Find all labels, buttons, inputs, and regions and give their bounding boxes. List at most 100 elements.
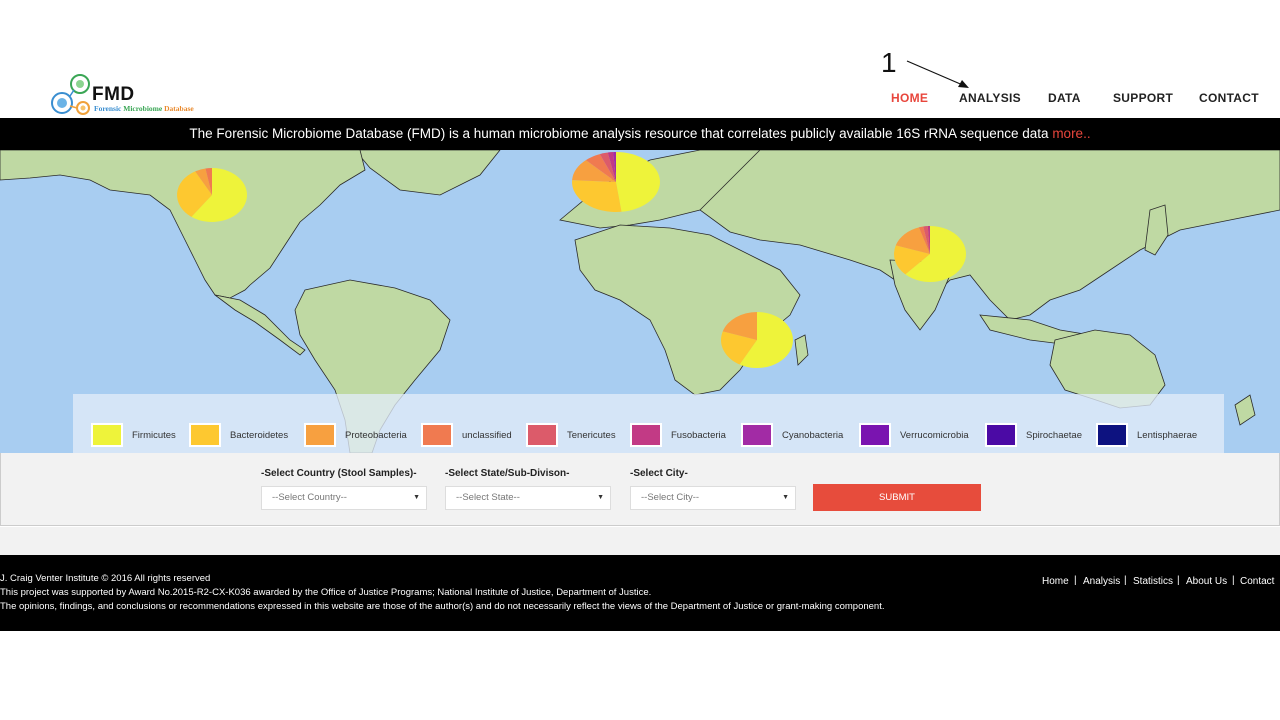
pie-slice[interactable] xyxy=(895,227,930,254)
footer-copyright: J. Craig Venter Institute © 2016 All rig… xyxy=(0,573,211,584)
legend-label: unclassified xyxy=(462,430,512,441)
nav-support[interactable]: SUPPORT xyxy=(1113,91,1174,105)
pie-europe[interactable] xyxy=(572,152,660,212)
footer-link-about-us[interactable]: About Us xyxy=(1186,576,1228,587)
nav-analysis[interactable]: ANALYSIS xyxy=(959,91,1021,105)
nav-data[interactable]: DATA xyxy=(1048,91,1081,105)
legend-label: Firmicutes xyxy=(132,430,176,441)
land-new-zealand xyxy=(1234,394,1256,426)
legend-swatch xyxy=(91,423,123,447)
footer-link-analysis[interactable]: Analysis xyxy=(1083,576,1121,587)
land-madagascar xyxy=(794,334,809,366)
pie-slice[interactable] xyxy=(923,226,930,254)
caret-down-icon: ▼ xyxy=(413,494,420,501)
footer-link-statistics[interactable]: Statistics xyxy=(1133,576,1174,587)
pie-slice[interactable] xyxy=(607,152,616,182)
land-japan xyxy=(1144,204,1169,256)
nav-home[interactable]: HOME xyxy=(891,91,929,105)
city-label: -Select City- xyxy=(630,468,688,479)
legend-swatch xyxy=(985,423,1017,447)
pie-slice[interactable] xyxy=(927,226,930,254)
legend-swatch xyxy=(741,423,773,447)
footer-disclaimer: The opinions, findings, and conclusions … xyxy=(0,601,885,612)
intro-banner: The Forensic Microbiome Database (FMD) i… xyxy=(0,118,1280,150)
annotation-number: 1 xyxy=(881,47,897,78)
world-map-svg xyxy=(0,150,1280,453)
legend-label: Proteobacteria xyxy=(345,430,407,441)
pie-slice[interactable] xyxy=(195,168,212,195)
legend-label: Tenericutes xyxy=(567,430,616,441)
pie-slice[interactable] xyxy=(572,160,616,182)
logo-subtitle-database: Database xyxy=(164,104,194,113)
legend-label: Verrucomicrobia xyxy=(900,430,969,441)
pie-africa[interactable] xyxy=(720,312,793,368)
pie-slice[interactable] xyxy=(739,312,793,368)
country-select[interactable]: --Select Country-- ▼ xyxy=(261,486,427,510)
pie-slice[interactable] xyxy=(205,168,212,195)
submit-button[interactable]: SUBMIT xyxy=(813,484,981,511)
legend-swatch xyxy=(630,423,662,447)
country-label: -Select Country (Stool Samples)- xyxy=(261,468,417,479)
legend-label: Bacteroidetes xyxy=(230,430,289,441)
legend-swatch xyxy=(189,423,221,447)
footer: J. Craig Venter Institute © 2016 All rig… xyxy=(0,555,1280,631)
fmd-logo[interactable]: FMD Forensic Microbiome Database xyxy=(50,74,220,118)
pie-slice[interactable] xyxy=(177,171,212,217)
legend-label: Lentisphaerae xyxy=(1137,430,1198,441)
country-select-value: --Select Country-- xyxy=(272,492,347,503)
microbe-logo-icon xyxy=(51,74,90,115)
state-select-value: --Select State-- xyxy=(456,492,520,503)
legend-swatch xyxy=(1096,423,1128,447)
state-select[interactable]: --Select State-- ▼ xyxy=(445,486,611,510)
banner-more-link[interactable]: more.. xyxy=(1052,126,1091,141)
pie-slice[interactable] xyxy=(599,152,616,182)
microbiome-pies xyxy=(177,152,967,368)
legend-swatch xyxy=(526,423,558,447)
annotation-arrow-icon xyxy=(906,60,969,88)
pie-slice[interactable] xyxy=(572,180,622,212)
footer-link-contact[interactable]: Contact xyxy=(1240,576,1275,587)
pie-slice[interactable] xyxy=(585,154,616,182)
land-africa xyxy=(574,224,801,396)
form-spacer xyxy=(0,527,1280,555)
legend-swatch xyxy=(859,423,891,447)
banner-text: The Forensic Microbiome Database (FMD) i… xyxy=(189,126,1053,141)
pie-slice[interactable] xyxy=(918,226,930,255)
land-north-america xyxy=(0,150,366,299)
footer-separator: | xyxy=(1074,575,1077,586)
logo-subtitle-forensic: Forensic xyxy=(94,104,122,113)
pie-slice[interactable] xyxy=(905,226,967,282)
world-map[interactable]: Firmicutes Bacteroidetes Proteobacteria … xyxy=(0,150,1280,453)
footer-award: This project was supported by Award No.2… xyxy=(0,587,652,598)
city-select-value: --Select City-- xyxy=(641,492,700,503)
nav-contact[interactable]: CONTACT xyxy=(1199,91,1259,105)
legend-swatch xyxy=(421,423,453,447)
pie-slice[interactable] xyxy=(722,312,757,340)
legend-label: Cyanobacteria xyxy=(782,430,844,441)
caret-down-icon: ▼ xyxy=(782,494,789,501)
footer-separator: | xyxy=(1124,575,1127,586)
pie-north-america[interactable] xyxy=(177,168,248,222)
footer-link-home[interactable]: Home xyxy=(1042,576,1069,587)
pie-asia[interactable] xyxy=(894,226,967,282)
logo-title: FMD xyxy=(92,84,135,105)
legend-swatch xyxy=(304,423,336,447)
pie-slice[interactable] xyxy=(616,152,660,212)
logo-subtitle: Forensic Microbiome Database xyxy=(94,104,194,113)
pie-slice[interactable] xyxy=(894,245,930,275)
footer-separator: | xyxy=(1177,575,1180,586)
pie-slice[interactable] xyxy=(191,168,248,222)
pie-slice[interactable] xyxy=(613,152,616,182)
land-greenland xyxy=(354,150,501,196)
pie-slice[interactable] xyxy=(720,331,757,365)
land-central-america xyxy=(214,294,306,356)
state-label: -Select State/Sub-Divison- xyxy=(445,468,570,479)
logo-subtitle-microbiome: Microbiome xyxy=(123,104,163,113)
city-select[interactable]: --Select City-- ▼ xyxy=(630,486,796,510)
caret-down-icon: ▼ xyxy=(597,494,604,501)
continents xyxy=(0,150,1280,453)
footer-separator: | xyxy=(1232,575,1235,586)
legend-label: Spirochaetae xyxy=(1026,430,1082,441)
legend-label: Fusobacteria xyxy=(671,430,726,441)
